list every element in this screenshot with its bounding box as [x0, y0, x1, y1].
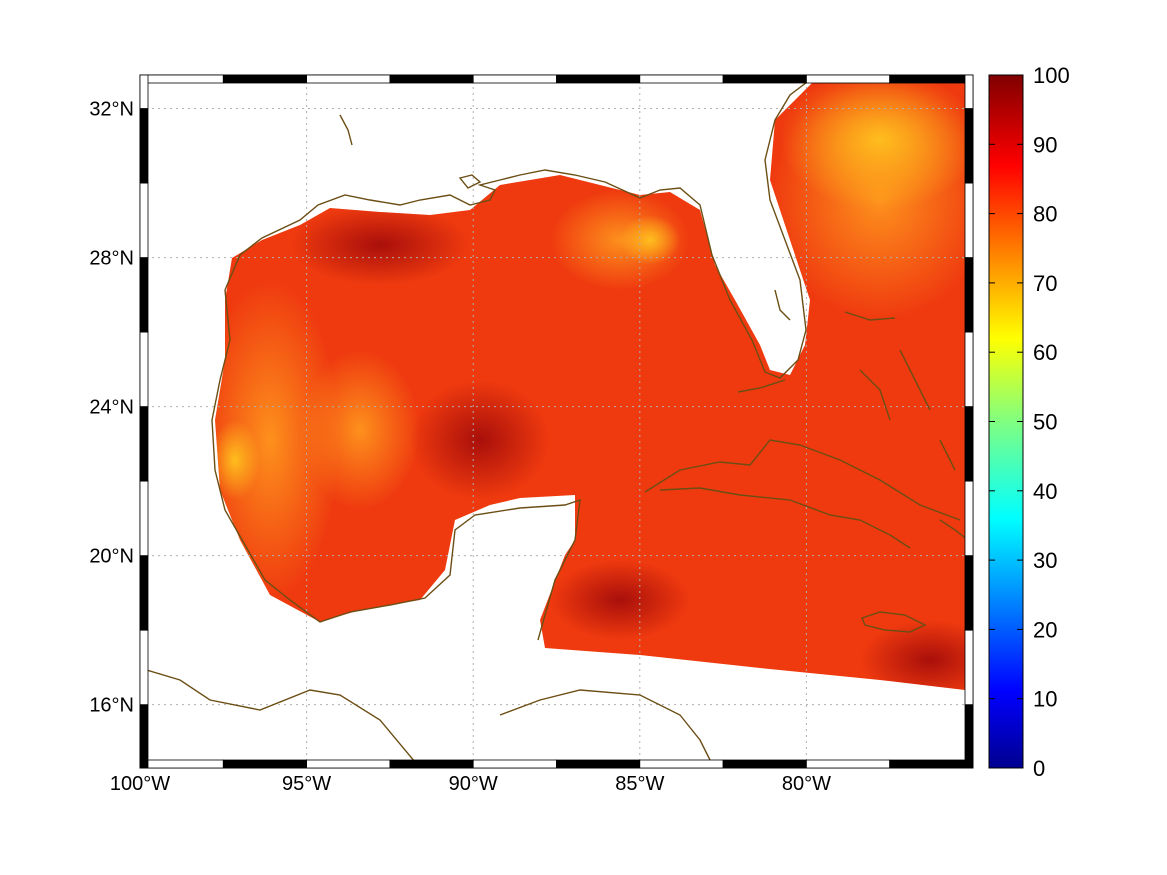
coastline-keys: [737, 379, 786, 393]
frame-bottom-seg-3: [389, 759, 474, 769]
y-tick-label: 24°N: [89, 397, 134, 419]
frame-right-seg-9: [964, 74, 974, 109]
colorbar-tick-label: 40: [1033, 479, 1057, 504]
field-orange-mid: [300, 350, 420, 510]
frame-top-seg-1: [222, 74, 308, 84]
colorbar-tick-label: 100: [1033, 63, 1070, 88]
x-tick-label: 90°W: [449, 773, 498, 795]
frame-left-seg-6: [139, 257, 149, 333]
x-tick-label: 95°W: [282, 773, 331, 795]
colorbar-tick-label: 20: [1033, 617, 1057, 642]
coastline-inland-2: [458, 174, 482, 189]
x-tick-label: 80°W: [782, 773, 831, 795]
frame-bottom-seg-4: [472, 759, 557, 769]
y-tick-label: 32°N: [89, 99, 134, 121]
frame-top-seg-5: [556, 74, 641, 84]
colorbar-tick-label: 90: [1033, 132, 1057, 157]
coastline-inland-1: [339, 114, 353, 146]
frame-top-seg-3: [389, 74, 474, 84]
frame-right-seg-1: [964, 629, 974, 706]
y-tick-label: 20°N: [89, 546, 134, 568]
field-yellow-shelf: [620, 215, 680, 265]
coastlines: [140, 75, 969, 768]
frame-bottom-seg-9: [889, 759, 974, 769]
field-yellow-west: [215, 420, 260, 500]
coastline-jamaica: [861, 611, 927, 633]
coastline-central-america: [140, 667, 421, 768]
frame-right-seg-5: [964, 331, 974, 407]
y-tick-label: 28°N: [89, 248, 134, 270]
x-tick-label: 85°W: [615, 773, 664, 795]
frame-top-seg-4: [472, 74, 557, 84]
frame-bottom-seg-0: [139, 759, 224, 769]
frame-top-seg-9: [889, 74, 974, 84]
frame-right-seg-2: [964, 555, 974, 631]
field-dark-caribbean: [550, 560, 690, 640]
coastline-inland-3: [774, 289, 791, 321]
frame-bottom-seg-8: [806, 759, 891, 769]
frame-top-seg-7: [722, 74, 807, 84]
coastline-bahamas: [844, 311, 956, 471]
y-axis-labels: 32°N 28°N 24°N 20°N 16°N: [89, 99, 134, 717]
frame-top-seg-8: [806, 74, 891, 84]
frame-bottom-seg-6: [639, 759, 724, 769]
frame-left-seg-3: [139, 480, 149, 557]
colorbar-tick-label: 60: [1033, 340, 1057, 365]
frame-left-seg-8: [139, 108, 149, 184]
coastline-honduras: [499, 689, 711, 761]
colorbar-tick-label: 80: [1033, 202, 1057, 227]
frame-left-seg-0: [139, 704, 149, 769]
frame-left-seg-9: [139, 74, 149, 109]
field-orange-west: [215, 280, 340, 600]
frame-right-seg-8: [964, 108, 974, 184]
field-yellow-atlantic: [780, 80, 965, 210]
y-tick-label: 16°N: [89, 695, 134, 717]
frame-top-seg-0: [139, 74, 224, 84]
frame-bottom-seg-1: [222, 759, 308, 769]
frame-left-seg-7: [139, 182, 149, 258]
frame-left-seg-4: [139, 406, 149, 482]
field-dark-center: [410, 380, 550, 500]
frame-left-seg-1: [139, 629, 149, 706]
frame-bottom-seg-7: [722, 759, 807, 769]
frame-right-seg-7: [964, 182, 974, 258]
grid-lines: [139, 75, 973, 768]
colorbar-tick-label: 10: [1033, 687, 1057, 712]
coastline-gulf-north-west: [224, 75, 816, 379]
field-dark-jamaica: [860, 620, 965, 690]
colorbar-tick-label: 70: [1033, 271, 1057, 296]
frame-right-seg-0: [964, 704, 974, 769]
coastline-hispaniola: [939, 519, 969, 541]
coastline-mexico-west: [211, 289, 581, 641]
frame-right-seg-6: [964, 257, 974, 333]
x-tick-label: 100°W: [110, 773, 170, 795]
frame-bottom-seg-2: [306, 759, 391, 769]
frame-right-seg-3: [964, 480, 974, 557]
field-dark-north: [290, 205, 470, 285]
frame-top-seg-2: [306, 74, 391, 84]
colorbar-tick-label: 0: [1033, 756, 1045, 781]
frame-top-seg-6: [639, 74, 724, 84]
frame-left-seg-2: [139, 555, 149, 631]
x-axis-labels: 100°W 95°W 90°W 85°W 80°W: [110, 773, 831, 795]
frame-bottom-seg-5: [556, 759, 641, 769]
colorbar-tick-label: 30: [1033, 548, 1057, 573]
map-frame: [139, 74, 974, 769]
frame-left-seg-5: [139, 331, 149, 407]
coastline-cuba: [644, 439, 961, 549]
frame-right-seg-4: [964, 406, 974, 482]
colorbar-tick-label: 50: [1033, 410, 1057, 435]
